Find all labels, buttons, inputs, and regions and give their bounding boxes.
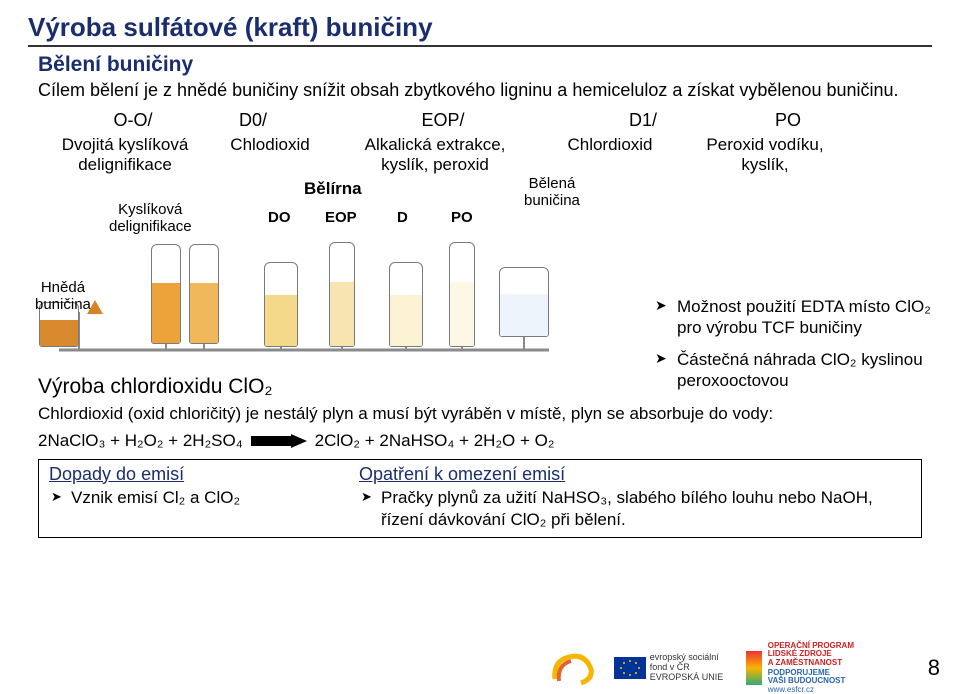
- label-line: Bělená: [529, 175, 576, 192]
- desc-line: Peroxid vodíku,: [706, 135, 823, 154]
- box-col1-header: Dopady do emisí: [49, 464, 359, 485]
- eu-flag-icon: [614, 657, 646, 679]
- footer: evropský sociální fond v ČR EVROPSKÁ UNI…: [20, 648, 940, 688]
- eu-text2: EVROPSKÁ UNIE: [650, 673, 734, 683]
- label-line: delignifikace: [109, 218, 192, 235]
- box-col2-header: Opatření k omezení emisí: [359, 464, 911, 485]
- label-line: buničina: [35, 296, 91, 313]
- stage-code: D1/: [568, 110, 718, 131]
- diagram-label: DO: [268, 210, 291, 227]
- side-note-item: Částečná náhrada ClO₂ kyslinou peroxooct…: [655, 349, 945, 392]
- inlet-arrow-icon: [87, 300, 103, 314]
- diagram-label: Hnědá buničina: [35, 280, 91, 313]
- diagram-tank: [329, 242, 355, 347]
- page-number: 8: [928, 655, 940, 681]
- op-url: www.esfcr.cz: [768, 686, 854, 694]
- label-line: Kyslíková: [118, 201, 182, 218]
- diagram-tank: [151, 244, 181, 344]
- diagram-label: D: [397, 210, 408, 227]
- diagram-label: PO: [451, 210, 473, 227]
- box-col1-item: Vznik emisí Cl₂ a ClO₂: [49, 487, 359, 509]
- diagram-label: EOP: [325, 210, 357, 227]
- diagram-tank: [499, 267, 549, 337]
- eu-logo: evropský sociální fond v ČR EVROPSKÁ UNI…: [614, 648, 734, 688]
- stage-desc: Chlordioxid: [540, 135, 680, 176]
- section-heading: Bělení buničiny: [38, 53, 932, 77]
- stage-desc: Dvojitá kyslíková delignifikace: [40, 135, 210, 176]
- stage-desc: Peroxid vodíku, kyslík,: [680, 135, 850, 176]
- reaction-arrow-icon: [251, 434, 307, 448]
- side-note-item: Možnost použití EDTA místo ClO₂ pro výro…: [655, 296, 945, 339]
- stage-code: PO: [718, 110, 858, 131]
- chemical-equation: 2NaClO₃ + H₂O₂ + 2H₂SO₄ 2ClO₂ + 2NaHSO₄ …: [38, 431, 932, 451]
- stage-code: O-O/: [78, 110, 188, 131]
- diagram-tank: [264, 262, 298, 347]
- stage-desc-row: Dvojitá kyslíková delignifikace Chlodiox…: [40, 135, 932, 176]
- stage-desc: Chlodioxid: [210, 135, 330, 176]
- op-bars-icon: [746, 651, 762, 685]
- equation-rhs: 2ClO₂ + 2NaHSO₄ + 2H₂O + O₂: [315, 431, 555, 451]
- label-line: buničina: [524, 192, 580, 209]
- section2-text: Chlordioxid (oxid chloričitý) je nestálý…: [38, 403, 932, 424]
- diagram-label: Bělená buničina: [524, 176, 580, 209]
- esf-logo: [544, 648, 602, 688]
- desc-line: delignifikace: [78, 155, 172, 174]
- desc-line: kyslík,: [741, 155, 788, 174]
- process-diagram: Hnědá buničina Kyslíková delignifikace B…: [38, 181, 658, 371]
- footer-logos: evropský sociální fond v ČR EVROPSKÁ UNI…: [544, 648, 940, 688]
- diagram-tank: [389, 262, 423, 347]
- diagram-label-belirna: Bělírna: [304, 180, 362, 199]
- desc-line: Alkalická extrakce,: [365, 135, 506, 154]
- equation-lhs: 2NaClO₃ + H₂O₂ + 2H₂SO₄: [38, 431, 243, 451]
- emissions-box: Dopady do emisí Vznik emisí Cl₂ a ClO₂ O…: [38, 459, 922, 538]
- diagram-label: Kyslíková delignifikace: [109, 202, 192, 235]
- op-line: A ZAMĚSTNANOST: [768, 659, 854, 667]
- diagram-tank: [189, 244, 219, 344]
- intro-text: Cílem bělení je z hnědé buničiny snížit …: [38, 79, 932, 102]
- op-logo: OPERAČNÍ PROGRAM LIDSKÉ ZDROJE A ZAMĚSTN…: [746, 648, 906, 688]
- stage-codes-row: O-O/ D0/ EOP/ D1/ PO: [78, 110, 932, 131]
- box-col2-item: Pračky plynů za užití NaHSO₃, slabého bí…: [359, 487, 911, 531]
- label-line: Hnědá: [41, 279, 85, 296]
- page-title: Výroba sulfátové (kraft) buničiny: [28, 12, 932, 47]
- desc-line: Dvojitá kyslíková: [62, 135, 189, 154]
- eu-text1: evropský sociální fond v ČR: [650, 653, 734, 673]
- diagram-tank: [449, 242, 475, 347]
- side-notes: Možnost použití EDTA místo ClO₂ pro výro…: [655, 262, 945, 401]
- desc-line: kyslík, peroxid: [381, 155, 489, 174]
- stage-code: EOP/: [318, 110, 568, 131]
- stage-desc: Alkalická extrakce, kyslík, peroxid: [330, 135, 540, 176]
- stage-code: D0/: [188, 110, 318, 131]
